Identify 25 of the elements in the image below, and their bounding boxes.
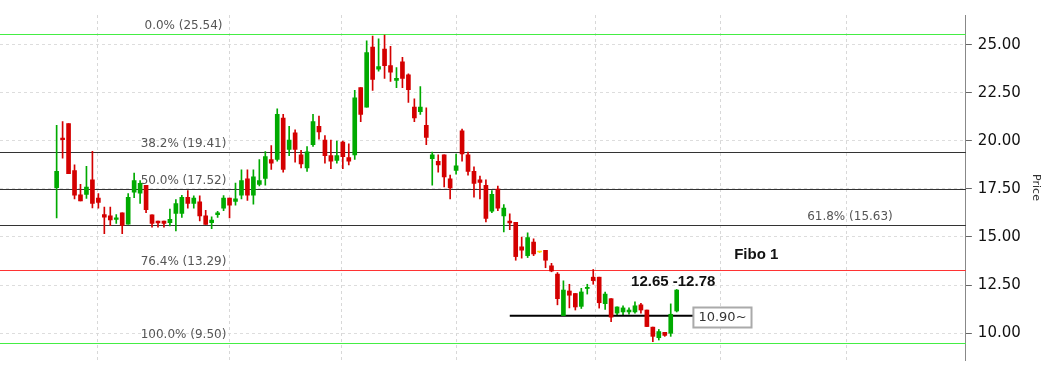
candlestick bbox=[429, 151, 435, 186]
ref-line-label: 50.0% (17.52) bbox=[140, 172, 227, 187]
y-tick-label: 15.00 bbox=[977, 226, 1021, 245]
candlestick bbox=[346, 143, 352, 166]
y-tick-label: 22.50 bbox=[977, 82, 1021, 101]
candlestick bbox=[328, 139, 334, 169]
ref-line-label: 38.2% (19.41) bbox=[140, 135, 227, 150]
ref-line-label: 61.8% (15.63) bbox=[807, 208, 893, 223]
y-tick-label: 20.00 bbox=[977, 130, 1021, 149]
candlestick bbox=[268, 145, 274, 170]
candlestick bbox=[584, 283, 590, 295]
ref-line-label: 100.0% (9.50) bbox=[140, 326, 227, 341]
annotation: Fibo 1 bbox=[734, 244, 779, 262]
candlestick bbox=[477, 175, 483, 200]
candlestick bbox=[113, 214, 119, 224]
y-tick-label: 17.50 bbox=[977, 178, 1021, 197]
ref-line-label: 0.0% (25.54) bbox=[144, 17, 223, 32]
y-axis-title: Price bbox=[1029, 174, 1043, 202]
annotation: 12.65 -12.78 bbox=[631, 271, 716, 289]
ref-line-label: 76.4% (13.29) bbox=[140, 253, 227, 268]
candlestick bbox=[418, 86, 423, 115]
y-tick-label: 25.00 bbox=[977, 34, 1021, 53]
annotation: 10.90~ bbox=[698, 308, 747, 324]
y-tick-label: 12.50 bbox=[977, 274, 1021, 293]
y-tick-label: 10.00 bbox=[977, 322, 1021, 341]
